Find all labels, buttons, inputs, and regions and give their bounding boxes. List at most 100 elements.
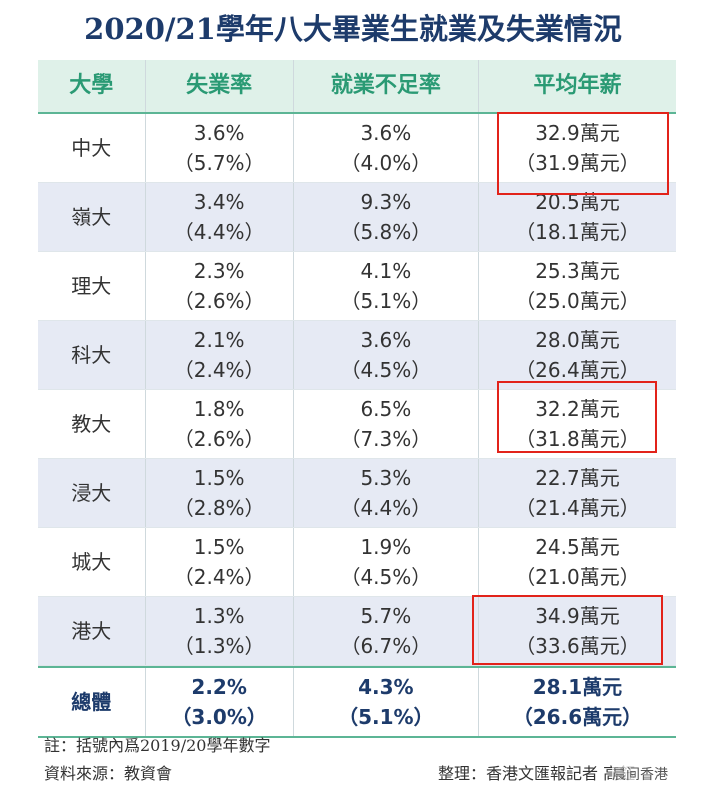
current-value: 3.6% xyxy=(360,328,412,352)
previous-value: （5.1%） xyxy=(340,289,432,313)
previous-value: （2.6%） xyxy=(173,427,265,451)
value-cell: 28.1萬元 （26.6萬元） xyxy=(479,668,676,736)
previous-value: （21.4萬元） xyxy=(515,496,640,520)
value-cell: 28.0萬元 （26.4萬元） xyxy=(479,321,676,389)
current-value: 28.0萬元 xyxy=(535,328,620,352)
university: 城大 xyxy=(38,528,146,596)
current-value: 1.5% xyxy=(193,535,245,559)
previous-value: （31.8萬元） xyxy=(515,427,640,451)
compiled-by: 整理：香港文匯報記者 高鈺 xyxy=(438,764,636,783)
highlight-box xyxy=(472,595,663,665)
value-cell: 5.3% （4.4%） xyxy=(294,459,479,527)
value-cell: 22.7萬元 （21.4萬元） xyxy=(479,459,676,527)
previous-value: （6.7%） xyxy=(340,634,432,658)
previous-value: （4.5%） xyxy=(340,565,432,589)
value-cell: 2.2% （3.0%） xyxy=(146,668,294,736)
value-cell: 1.5% （2.4%） xyxy=(146,528,294,596)
current-value: 5.3% xyxy=(360,466,412,490)
value-cell: 1.9% （4.5%） xyxy=(294,528,479,596)
previous-value: （3.0%） xyxy=(171,705,267,729)
table-row: 城大 1.5% （2.4%） 1.9% （4.5%） 24.5萬元 （21.0萬元） xyxy=(38,528,676,597)
university: 科大 xyxy=(38,321,146,389)
previous-value: （4.4%） xyxy=(340,496,432,520)
current-value: 28.1萬元 xyxy=(532,675,623,699)
current-value: 32.2萬元 xyxy=(535,397,620,421)
value-cell: 3.6% （4.5%） xyxy=(294,321,479,389)
header-cell: 失業率 xyxy=(146,60,294,112)
source: 資料來源：教資會 xyxy=(44,764,173,783)
university: 浸大 xyxy=(38,459,146,527)
value-cell: 6.5% （7.3%） xyxy=(294,390,479,458)
current-value: 2.3% xyxy=(193,259,245,283)
value-cell: 1.3% （1.3%） xyxy=(146,597,294,665)
university: 中大 xyxy=(38,114,146,182)
title: 2020/21學年八大畢業生就業及失業情況 xyxy=(84,12,622,46)
value-cell: 9.3% （5.8%） xyxy=(294,183,479,251)
highlight-box xyxy=(497,112,669,195)
current-value: 22.7萬元 xyxy=(535,466,620,490)
previous-value: （5.8%） xyxy=(340,220,432,244)
highlight-box xyxy=(497,381,657,453)
header-row: 大學 失業率 就業不足率 平均年薪 xyxy=(38,60,676,114)
previous-value: （4.0%） xyxy=(340,151,432,175)
previous-value: （31.9萬元） xyxy=(515,151,640,175)
value-cell: 1.5% （2.8%） xyxy=(146,459,294,527)
table-row: 科大 2.1% （2.4%） 3.6% （4.5%） 28.0萬元 （26.4萬元） xyxy=(38,321,676,390)
value-cell: 34.9萬元 （33.6萬元） xyxy=(479,597,676,665)
university: 港大 xyxy=(38,597,146,665)
current-value: 3.6% xyxy=(193,121,245,145)
current-value: 32.9萬元 xyxy=(535,121,620,145)
previous-value: （2.6%） xyxy=(173,289,265,313)
previous-value: （2.8%） xyxy=(173,496,265,520)
previous-value: （4.5%） xyxy=(340,358,432,382)
previous-value: （18.1萬元） xyxy=(515,220,640,244)
value-cell: 3.6% （5.7%） xyxy=(146,114,294,182)
current-value: 2.1% xyxy=(193,328,245,352)
current-value: 3.4% xyxy=(193,190,245,214)
previous-value: （26.4萬元） xyxy=(515,358,640,382)
previous-value: （25.0萬元） xyxy=(515,289,640,313)
current-value: 4.3% xyxy=(358,675,414,699)
current-value: 3.6% xyxy=(360,121,412,145)
current-value: 1.5% xyxy=(193,466,245,490)
value-cell: 32.9萬元 （31.9萬元） xyxy=(479,114,676,182)
value-cell: 24.5萬元 （21.0萬元） xyxy=(479,528,676,596)
value-cell: 5.7% （6.7%） xyxy=(294,597,479,665)
previous-value: （33.6萬元） xyxy=(515,634,640,658)
previous-value: （1.3%） xyxy=(173,634,265,658)
table-row: 中大 3.6% （5.7%） 3.6% （4.0%） 32.9萬元 （31.9萬元） xyxy=(38,114,676,183)
current-value: 2.2% xyxy=(191,675,247,699)
table-row: 教大 1.8% （2.6%） 6.5% （7.3%） 32.2萬元 （31.8萬元） xyxy=(38,390,676,459)
current-value: 25.3萬元 xyxy=(535,259,620,283)
previous-value: （4.4%） xyxy=(173,220,265,244)
value-cell: 2.3% （2.6%） xyxy=(146,252,294,320)
value-cell: 4.3% （5.1%） xyxy=(294,668,479,736)
previous-value: （2.4%） xyxy=(173,565,265,589)
header-cell: 大學 xyxy=(38,60,146,112)
value-cell: 25.3萬元 （25.0萬元） xyxy=(479,252,676,320)
previous-value: （21.0萬元） xyxy=(515,565,640,589)
note: 註：括號內爲2019/20學年數字 xyxy=(44,736,271,755)
previous-value: （5.1%） xyxy=(338,705,434,729)
value-cell: 3.6% （4.0%） xyxy=(294,114,479,182)
current-value: 5.7% xyxy=(360,604,412,628)
current-value: 9.3% xyxy=(360,190,412,214)
table-row: 理大 2.3% （2.6%） 4.1% （5.1%） 25.3萬元 （25.0萬元） xyxy=(38,252,676,321)
previous-value: （5.7%） xyxy=(173,151,265,175)
previous-value: （7.3%） xyxy=(340,427,432,451)
current-value: 1.8% xyxy=(193,397,245,421)
current-value: 4.1% xyxy=(360,259,412,283)
table-row: 港大 1.3% （1.3%） 5.7% （6.7%） 34.9萬元 （33.6萬元） xyxy=(38,597,676,666)
current-value: 6.5% xyxy=(360,397,412,421)
previous-value: （26.6萬元） xyxy=(512,705,643,729)
current-value: 1.3% xyxy=(193,604,245,628)
previous-value: （2.4%） xyxy=(173,358,265,382)
current-value: 34.9萬元 xyxy=(535,604,620,628)
table-row: 總體 2.2% （3.0%） 4.3% （5.1%） 28.1萬元 （26.6萬元） xyxy=(38,666,676,738)
value-cell: 4.1% （5.1%） xyxy=(294,252,479,320)
value-cell: 1.8% （2.6%） xyxy=(146,390,294,458)
university: 嶺大 xyxy=(38,183,146,251)
value-cell: 3.4% （4.4%） xyxy=(146,183,294,251)
current-value: 1.9% xyxy=(360,535,412,559)
